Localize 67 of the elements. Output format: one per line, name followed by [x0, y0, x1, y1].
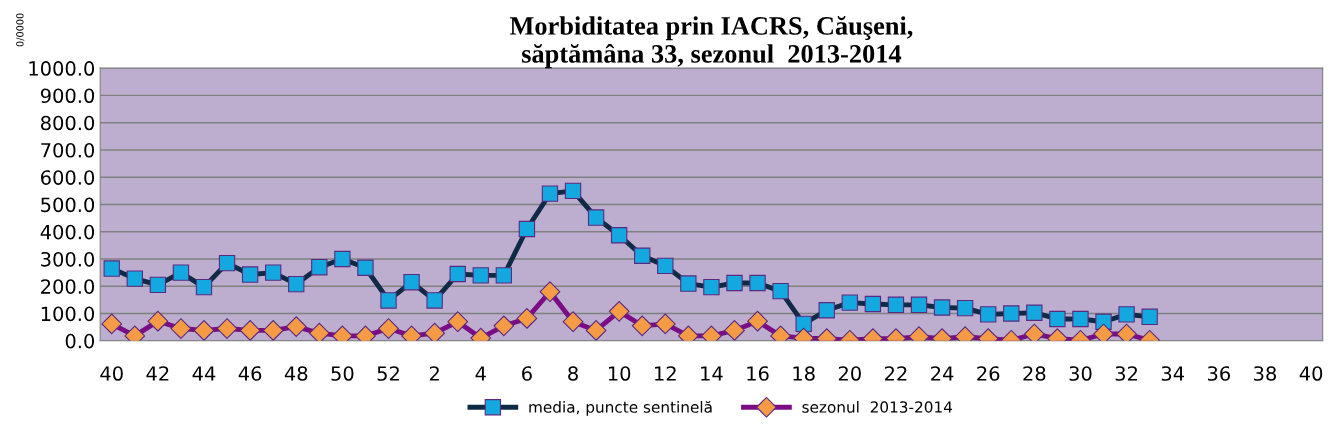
y-tick-label: 900.0	[40, 88, 95, 104]
x-tick-label: 10	[608, 366, 631, 381]
point	[585, 320, 607, 341]
x-tick-label: 32	[1115, 366, 1138, 381]
x-tick-label: 12	[655, 366, 676, 381]
x-tick-label: 22	[884, 366, 907, 381]
y-tick-label: 500.0	[41, 197, 95, 213]
point	[724, 320, 745, 341]
x-tick-label: 52	[377, 366, 399, 381]
y-tick-label: 600.0	[41, 170, 95, 185]
y-tick-label: 0.0	[65, 333, 95, 349]
point	[147, 310, 169, 332]
point	[308, 322, 330, 341]
x-tick-label: 34	[1161, 366, 1184, 381]
x-tick-label: 4	[475, 366, 486, 381]
y-tick-label: 300.0	[41, 251, 95, 267]
point	[631, 315, 653, 337]
x-tick-label: 40	[100, 366, 123, 381]
point	[493, 315, 515, 337]
x-tick-label: 24	[931, 366, 954, 381]
point	[170, 318, 192, 339]
point	[193, 320, 215, 341]
x-tick-label: 36	[1207, 366, 1230, 381]
x-tick-label: 26	[977, 366, 1000, 381]
x-tick-label: 40	[1299, 366, 1323, 381]
point	[516, 308, 538, 329]
x-tick-label: 42	[146, 366, 169, 381]
x-tick-label: 48	[284, 366, 308, 381]
x-tick-label: 46	[238, 366, 262, 381]
x-tick-label: 14	[701, 366, 723, 381]
y-tick-label: 200.0	[41, 279, 95, 294]
legend-label: sezonul 2013-2014	[802, 400, 953, 413]
x-tick-label: 30	[1069, 366, 1092, 381]
y-axis-title: 0/0000	[16, 13, 25, 47]
point	[447, 311, 469, 333]
point	[654, 313, 676, 335]
x-tick-label: 2	[429, 366, 439, 381]
x-tick-label: 18	[793, 366, 815, 381]
y-tick-label: 800.0	[40, 115, 95, 131]
point	[608, 300, 630, 322]
x-tick-label: 38	[1254, 366, 1277, 381]
x-tick-label: 50	[331, 366, 354, 381]
y-tick-label: 1000.0	[29, 61, 95, 76]
point	[539, 281, 561, 303]
point	[378, 318, 399, 339]
x-tick-label: 44	[192, 366, 216, 381]
chart-title: Morbiditatea prin IACRS, Căuşeni, săptămâna 33, sezonul 2013-2014	[509, 16, 913, 69]
y-tick-label: 400.0	[40, 224, 95, 240]
point	[101, 313, 123, 335]
point	[424, 322, 446, 341]
point	[1093, 323, 1114, 341]
point	[747, 310, 768, 332]
point	[285, 316, 307, 337]
point	[239, 320, 261, 341]
x-tick-label: 20	[838, 366, 861, 381]
point	[562, 311, 584, 333]
point	[216, 318, 238, 339]
point	[262, 320, 284, 341]
x-tick-label: 16	[747, 366, 769, 381]
x-tick-label: 8	[568, 366, 578, 381]
legend-label: media, puncte sentinelă	[529, 400, 712, 416]
y-tick-label: 700.0	[41, 142, 95, 158]
x-tick-label: 6	[522, 366, 532, 381]
point	[1116, 323, 1137, 341]
point	[1023, 323, 1045, 341]
x-tick-label: 28	[1023, 366, 1046, 381]
y-tick-label: 100.0	[41, 306, 95, 322]
